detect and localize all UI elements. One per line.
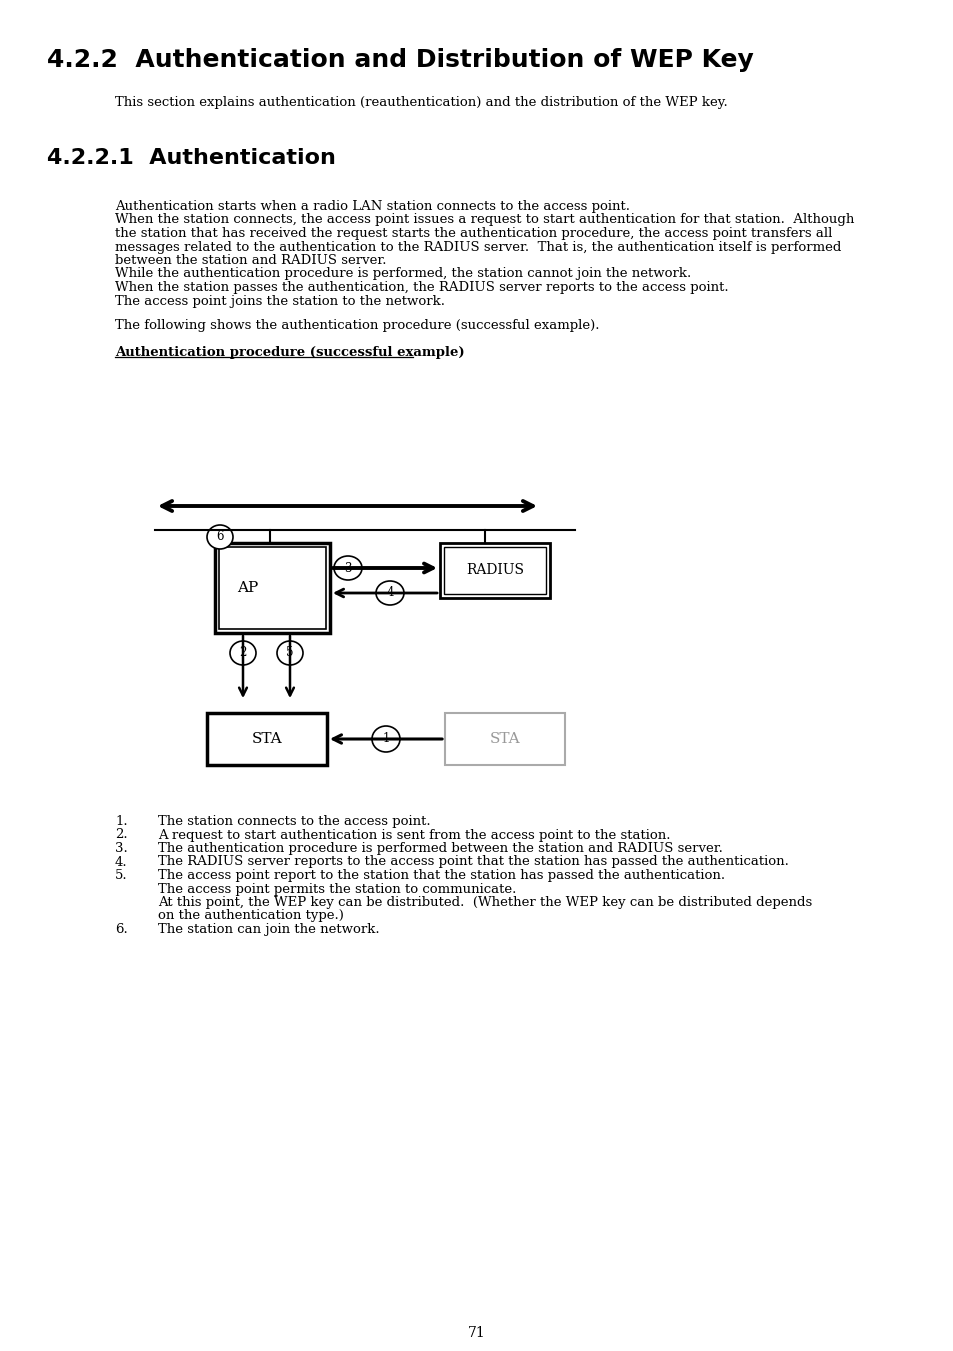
- Text: 2.: 2.: [115, 828, 128, 842]
- Text: 4.: 4.: [115, 855, 128, 869]
- Text: 4.2.2.1  Authentication: 4.2.2.1 Authentication: [47, 149, 335, 168]
- Text: 6.: 6.: [115, 923, 128, 936]
- Bar: [207, 713, 327, 765]
- Text: 2: 2: [239, 647, 247, 659]
- Text: At this point, the WEP key can be distributed.  (Whether the WEP key can be dist: At this point, the WEP key can be distri…: [158, 896, 811, 909]
- Text: STA: STA: [252, 732, 282, 746]
- Text: The station can join the network.: The station can join the network.: [158, 923, 379, 936]
- Text: 5.: 5.: [115, 869, 128, 882]
- Text: The RADIUS server reports to the access point that the station has passed the au: The RADIUS server reports to the access …: [158, 855, 788, 869]
- Bar: [443, 547, 545, 594]
- Bar: [439, 543, 550, 598]
- Text: The access point permits the station to communicate.: The access point permits the station to …: [158, 882, 516, 896]
- Text: between the station and RADIUS server.: between the station and RADIUS server.: [115, 254, 386, 267]
- Text: When the station passes the authentication, the RADIUS server reports to the acc: When the station passes the authenticati…: [115, 281, 728, 295]
- Bar: [214, 543, 330, 634]
- Text: Authentication procedure (successful example): Authentication procedure (successful exa…: [115, 346, 464, 359]
- Text: RADIUS: RADIUS: [465, 563, 523, 577]
- Text: The access point report to the station that the station has passed the authentic: The access point report to the station t…: [158, 869, 724, 882]
- Text: 5: 5: [286, 647, 294, 659]
- Text: A request to start authentication is sent from the access point to the station.: A request to start authentication is sen…: [158, 828, 670, 842]
- Text: 71: 71: [468, 1325, 485, 1340]
- Ellipse shape: [375, 581, 403, 605]
- Text: on the authentication type.): on the authentication type.): [158, 909, 343, 923]
- Text: This section explains authentication (reauthentication) and the distribution of : This section explains authentication (re…: [115, 96, 727, 109]
- Text: 3: 3: [344, 562, 352, 574]
- Text: 3.: 3.: [115, 842, 128, 855]
- Text: The access point joins the station to the network.: The access point joins the station to th…: [115, 295, 444, 308]
- Text: 4.2.2  Authentication and Distribution of WEP Key: 4.2.2 Authentication and Distribution of…: [47, 49, 753, 72]
- Ellipse shape: [230, 640, 255, 665]
- Ellipse shape: [334, 557, 361, 580]
- Text: The station connects to the access point.: The station connects to the access point…: [158, 815, 430, 828]
- Ellipse shape: [276, 640, 303, 665]
- Text: 6: 6: [216, 531, 224, 543]
- Text: 1: 1: [382, 732, 389, 746]
- Ellipse shape: [372, 725, 399, 753]
- Text: STA: STA: [489, 732, 519, 746]
- Text: Authentication starts when a radio LAN station connects to the access point.: Authentication starts when a radio LAN s…: [115, 200, 629, 213]
- Text: AP: AP: [236, 581, 258, 594]
- Text: While the authentication procedure is performed, the station cannot join the net: While the authentication procedure is pe…: [115, 267, 691, 281]
- Text: the station that has received the request starts the authentication procedure, t: the station that has received the reques…: [115, 227, 832, 240]
- Text: messages related to the authentication to the RADIUS server.  That is, the authe: messages related to the authentication t…: [115, 240, 841, 254]
- Text: When the station connects, the access point issues a request to start authentica: When the station connects, the access po…: [115, 213, 854, 227]
- Text: The authentication procedure is performed between the station and RADIUS server.: The authentication procedure is performe…: [158, 842, 722, 855]
- Bar: [219, 547, 326, 630]
- Text: 4: 4: [386, 586, 394, 600]
- Ellipse shape: [207, 526, 233, 549]
- Bar: [444, 713, 564, 765]
- Text: The following shows the authentication procedure (successful example).: The following shows the authentication p…: [115, 319, 598, 332]
- Text: 1.: 1.: [115, 815, 128, 828]
